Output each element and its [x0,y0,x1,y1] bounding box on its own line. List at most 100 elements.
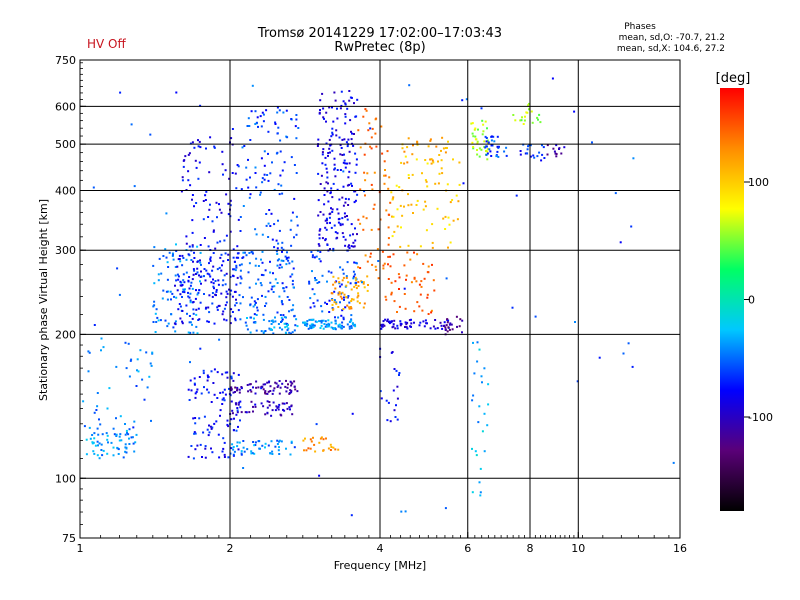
data-point [382,264,385,267]
data-point [257,278,260,281]
data-point [413,251,415,254]
data-point [380,397,383,400]
data-point [322,116,325,119]
data-point [313,293,316,296]
data-point [434,182,437,185]
data-point [411,153,414,156]
data-point [222,397,225,400]
data-point [125,447,128,450]
data-point [199,280,201,283]
data-point [128,443,131,445]
data-point [348,306,351,309]
data-point [310,251,313,253]
data-point [348,247,351,250]
data-point [480,148,483,151]
data-point [162,255,165,257]
data-point [212,282,215,285]
data-point [189,142,192,145]
data-point [191,141,194,144]
data-point [204,194,207,197]
data-point [187,253,190,256]
data-point [419,245,422,248]
data-point [396,208,399,211]
data-point [231,409,234,412]
data-point [429,327,432,330]
data-point [223,274,226,277]
data-point [232,256,235,259]
data-point [622,352,625,355]
data-point [218,266,221,269]
data-point [246,384,249,386]
data-point [181,179,184,182]
data-point [242,296,244,299]
data-point [356,233,358,236]
data-point [275,405,278,408]
data-point [408,84,411,87]
data-point [179,293,182,296]
data-point [465,98,468,101]
data-point [102,449,105,452]
data-point [328,138,331,141]
data-point [224,169,227,172]
data-point [411,173,414,176]
data-point [221,450,224,453]
data-point [220,211,223,214]
data-point [216,397,219,399]
data-point [424,205,427,208]
data-point [124,433,127,436]
data-point [293,197,296,200]
data-point [285,325,288,328]
data-point [189,321,192,324]
data-point [216,308,219,311]
data-point [197,145,200,148]
data-point [182,165,185,168]
data-point [342,100,345,103]
data-point [526,148,529,151]
data-point [242,440,245,442]
data-point [119,415,122,418]
data-point [231,412,234,415]
data-point [254,303,256,306]
data-point [272,321,275,324]
data-point [269,281,272,284]
data-point [243,145,246,147]
data-point [347,204,350,206]
data-point [206,320,209,323]
data-point [327,154,329,157]
data-point [321,237,324,240]
data-point [186,312,188,315]
data-point [236,445,239,448]
data-point [340,90,343,93]
data-point [436,207,439,210]
data-point [182,257,185,259]
data-point [483,367,486,370]
data-point [222,447,225,450]
data-point [496,150,499,153]
data-point [555,155,558,158]
data-point [264,330,267,332]
data-point [242,256,245,259]
data-point [336,169,339,171]
data-point [295,172,298,174]
data-point [247,390,250,393]
data-point [209,203,211,206]
data-point [157,279,160,282]
data-point [449,322,452,325]
data-point [205,147,207,150]
data-point [355,163,358,166]
data-point [229,315,232,318]
data-point [288,392,291,394]
data-point [275,250,278,253]
data-point [312,324,315,327]
data-point [181,322,184,325]
data-point [193,269,196,272]
data-point [541,153,544,156]
data-point [289,275,292,278]
data-point [406,161,409,164]
data-point [170,313,173,316]
x-tick-label: 6 [464,542,471,555]
data-point [211,426,214,429]
data-point [486,139,489,142]
data-point [375,145,378,148]
data-point [401,147,404,150]
